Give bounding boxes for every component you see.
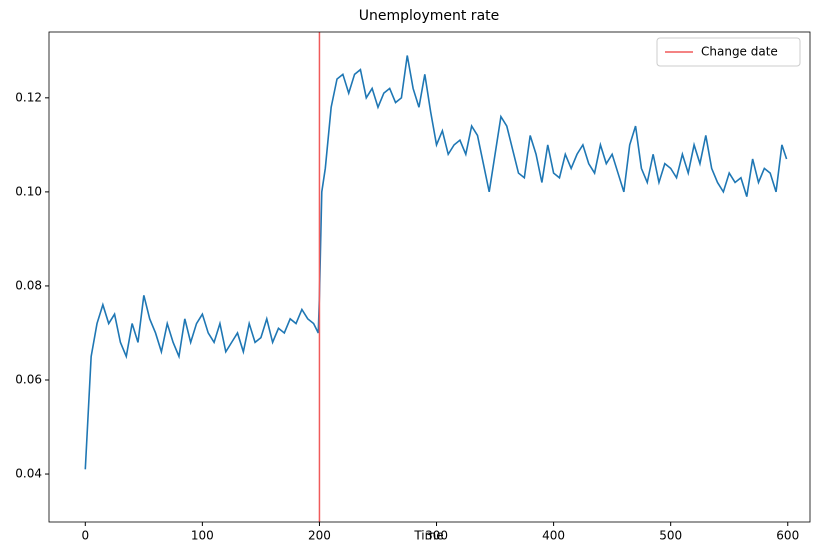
x-tick-label: 500 — [659, 529, 682, 543]
y-tick-label: 0.12 — [15, 90, 42, 104]
y-tick-label: 0.10 — [15, 184, 42, 198]
y-tick-label: 0.08 — [15, 278, 42, 292]
x-tick-label: 600 — [776, 529, 799, 543]
chart-title: Unemployment rate — [359, 8, 500, 24]
y-tick-label: 0.06 — [15, 372, 42, 386]
legend-box — [656, 37, 801, 67]
x-tick-label: 0 — [81, 529, 89, 543]
y-tick-label: 0.04 — [15, 467, 42, 481]
x-tick-label: 400 — [542, 529, 565, 543]
x-tick-label: 100 — [191, 529, 214, 543]
legend-label: Change date — [701, 45, 778, 59]
data-line — [84, 55, 788, 470]
x-axis-label: Time — [413, 529, 443, 543]
plot-frame — [48, 31, 811, 523]
x-tick-label: 200 — [308, 529, 331, 543]
x-tick-label: 300 — [425, 529, 448, 543]
